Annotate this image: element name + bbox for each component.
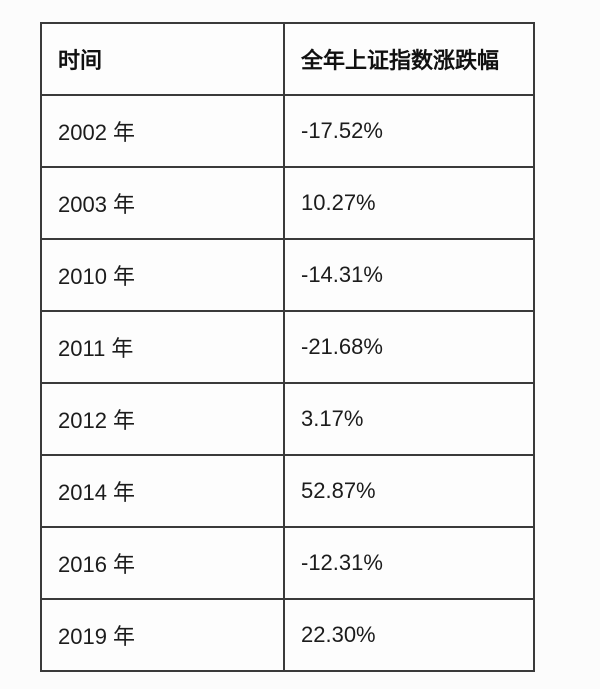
change-cell: 52.87% — [283, 454, 535, 528]
table-row: 2003 年 10.27% — [40, 166, 535, 240]
year-cell: 2016 年 — [40, 526, 285, 600]
year-cell: 2019 年 — [40, 598, 285, 672]
table-row: 2010 年 -14.31% — [40, 238, 535, 312]
year-cell: 2012 年 — [40, 382, 285, 456]
change-cell: 3.17% — [283, 382, 535, 456]
table-row: 2019 年 22.30% — [40, 598, 535, 672]
change-cell: -17.52% — [283, 94, 535, 168]
table-row: 2002 年 -17.52% — [40, 94, 535, 168]
annual-sse-index-table: 时间 全年上证指数涨跌幅 2002 年 -17.52% 2003 年 10.27% 20… — [40, 22, 535, 672]
change-cell: -21.68% — [283, 310, 535, 384]
annual-sse-index-table-container: 时间 全年上证指数涨跌幅 2002 年 -17.52% 2003 年 10.27% 20… — [40, 22, 535, 672]
year-cell: 2002 年 — [40, 94, 285, 168]
change-cell: -12.31% — [283, 526, 535, 600]
table-header: 时间 全年上证指数涨跌幅 — [40, 22, 535, 96]
header-cell-time: 时间 — [40, 22, 285, 96]
table-row: 2016 年 -12.31% — [40, 526, 535, 600]
change-cell: -14.31% — [283, 238, 535, 312]
year-cell: 2003 年 — [40, 166, 285, 240]
table-row: 2011 年 -21.68% — [40, 310, 535, 384]
change-cell: 10.27% — [283, 166, 535, 240]
year-cell: 2014 年 — [40, 454, 285, 528]
table-row: 2014 年 52.87% — [40, 454, 535, 528]
table-row: 2012 年 3.17% — [40, 382, 535, 456]
table-body: 2002 年 -17.52% 2003 年 10.27% 2010 年 -14.31% 20… — [40, 94, 535, 672]
header-cell-change: 全年上证指数涨跌幅 — [283, 22, 535, 96]
header-row: 时间 全年上证指数涨跌幅 — [40, 22, 535, 96]
change-cell: 22.30% — [283, 598, 535, 672]
year-cell: 2010 年 — [40, 238, 285, 312]
year-cell: 2011 年 — [40, 310, 285, 384]
